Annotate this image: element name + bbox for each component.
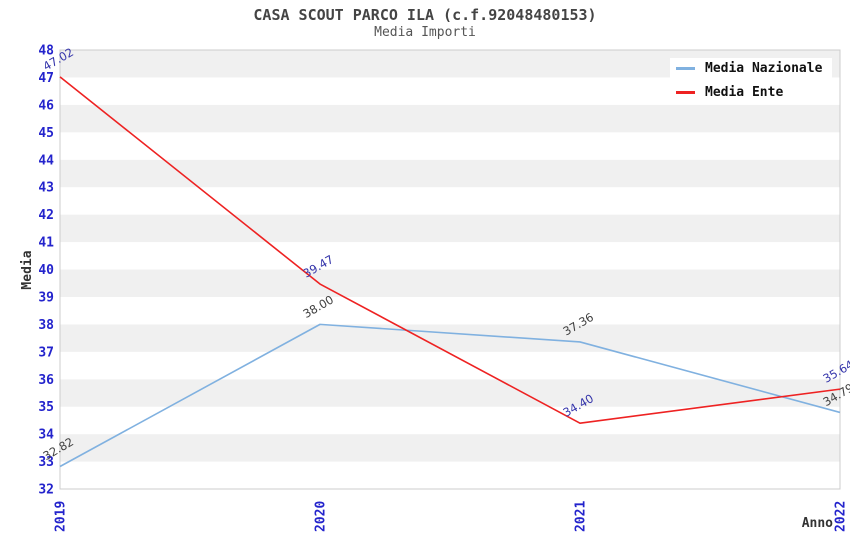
legend: Media Nazionale Media Ente [670,58,833,106]
series-line-media-nazionale [59,323,841,468]
grid-stripe [60,132,840,160]
legend-item-media-ente: Media Ente [670,82,833,103]
chart-subtitle: Media Importi [374,25,476,40]
grid-stripe [60,434,840,462]
plot-border [59,49,841,490]
grid-stripe [60,296,840,325]
y-tick-label: 40 [38,263,54,278]
grid-stripe [60,324,840,352]
grid-stripe [60,159,840,188]
chart-title: CASA SCOUT PARCO ILA (c.f.92048480153) [253,6,597,24]
y-tick-label: 37 [38,345,54,360]
grid-stripe [60,104,840,133]
legend-line-sample-icon [676,67,695,70]
y-tick-label: 38 [38,318,54,333]
x-tick-label: 2022 [834,501,849,532]
grid-stripe [60,269,840,297]
y-tick-label: 34 [38,428,54,443]
y-tick-label: 45 [38,126,54,141]
grid-stripe [60,379,840,407]
grid-stripe [60,187,840,215]
y-tick-label: 44 [38,153,54,168]
y-tick-label: 46 [38,98,54,113]
y-tick-label: 35 [38,400,54,415]
legend-line-sample-icon [676,91,695,94]
grid-stripe [60,214,840,243]
legend-label: Media Nazionale [705,61,823,76]
grid-stripe [60,351,840,380]
grid-stripe [60,461,840,489]
y-tick-label: 36 [38,373,54,388]
y-axis-title: Media [20,250,35,290]
x-tick-label: 2020 [314,501,329,532]
y-tick-label: 43 [38,181,54,196]
legend-label: Media Ente [705,85,784,100]
grid-stripe [60,406,840,435]
x-tick-label: 2021 [574,501,589,532]
y-tick-label: 47 [38,71,54,86]
x-axis-title: Anno [801,516,833,531]
x-tick-label: 2019 [54,501,69,532]
y-tick-label: 32 [38,483,54,498]
y-tick-label: 42 [38,208,54,223]
y-tick-label: 48 [38,44,54,59]
legend-item-media-nazionale: Media Nazionale [670,58,833,79]
y-tick-label: 41 [38,236,54,251]
y-tick-label: 33 [38,455,54,470]
series-line-media-ente [59,76,841,424]
y-tick-label: 39 [38,290,54,305]
grid-stripe [60,242,840,270]
